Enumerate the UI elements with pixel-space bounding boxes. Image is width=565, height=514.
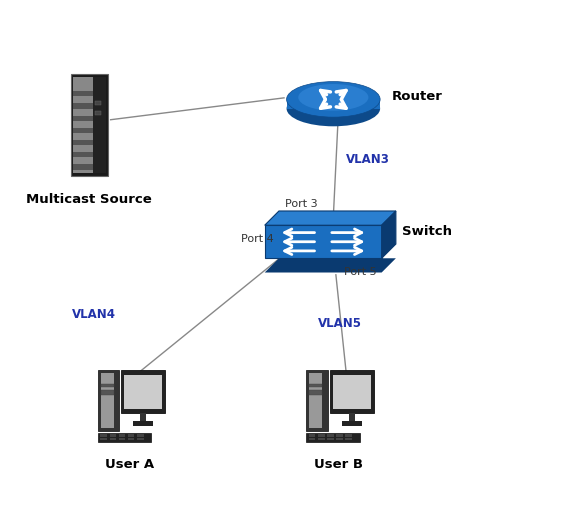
Bar [93,77,106,173]
Bar [336,434,343,437]
Bar [119,438,125,440]
Polygon shape [265,258,396,272]
Text: Router: Router [392,90,443,103]
Bar [342,421,362,426]
Bar [310,390,322,395]
Ellipse shape [286,91,380,126]
Text: Multicast Source: Multicast Source [27,193,152,207]
Bar [133,421,153,426]
Bar [333,375,371,409]
Bar [137,434,144,437]
Bar [71,74,107,176]
Bar [98,371,119,431]
Text: User A: User A [106,458,155,471]
Bar [124,375,162,409]
Bar [101,390,114,395]
Bar [101,384,114,388]
Bar [309,434,315,437]
Text: VLAN3: VLAN3 [346,153,390,166]
Bar [98,433,151,442]
Bar [72,128,93,133]
Bar [101,434,107,437]
Text: VLAN4: VLAN4 [72,308,116,321]
Bar [330,371,374,413]
Bar [318,434,325,437]
Bar [327,434,334,437]
Bar [345,434,352,437]
Text: Switch: Switch [402,225,452,238]
Ellipse shape [286,82,380,117]
Bar [101,373,114,428]
Bar [140,413,146,422]
Bar [72,77,93,173]
Bar [309,438,315,440]
Bar [110,434,116,437]
Bar [128,438,134,440]
Bar [72,152,93,157]
Bar [119,434,125,437]
Text: Port 3: Port 3 [285,199,318,209]
Bar [318,438,325,440]
Bar [349,413,355,422]
Polygon shape [265,225,381,258]
Polygon shape [265,211,396,225]
Polygon shape [381,211,396,258]
Bar [72,91,93,96]
Bar [128,434,134,437]
Bar [95,101,101,105]
Text: Port 4: Port 4 [241,234,274,244]
Text: VLAN5: VLAN5 [318,317,362,329]
Bar [110,438,116,440]
Bar [310,384,322,388]
Bar [310,373,322,428]
Bar [336,438,343,440]
Bar [72,116,93,121]
Ellipse shape [298,84,368,111]
Bar [101,438,107,440]
Bar [306,433,360,442]
Bar [95,111,101,115]
Bar [121,371,166,413]
Bar [345,438,352,440]
Text: User B: User B [314,458,363,471]
Bar [72,164,93,170]
Bar [72,140,93,145]
Bar [327,438,334,440]
Bar [306,371,328,431]
Bar [137,438,144,440]
Text: Port 5: Port 5 [344,267,376,277]
Bar [72,103,93,108]
Polygon shape [286,99,380,108]
